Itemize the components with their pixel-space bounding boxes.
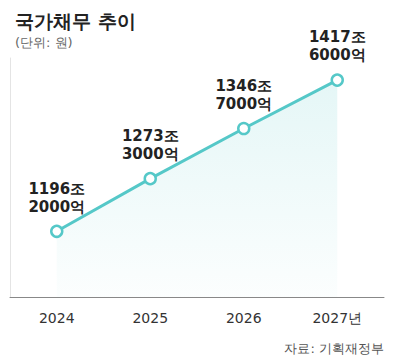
svg-text:2027년: 2027년: [312, 310, 362, 326]
svg-text:1417조: 1417조: [309, 28, 366, 46]
svg-text:국가채무 추이: 국가채무 추이: [15, 10, 136, 32]
svg-text:7000억: 7000억: [215, 95, 272, 113]
svg-text:6000억: 6000억: [309, 46, 366, 64]
svg-text:1273조: 1273조: [122, 127, 179, 145]
svg-text:3000억: 3000억: [122, 145, 179, 163]
svg-text:2026: 2026: [226, 310, 262, 326]
svg-text:1196조: 1196조: [28, 180, 85, 198]
svg-text:(단위: 원): (단위: 원): [15, 35, 73, 50]
svg-text:2000억: 2000억: [28, 198, 85, 216]
svg-text:2024: 2024: [39, 310, 75, 326]
svg-text:1346조: 1346조: [215, 77, 272, 95]
svg-text:2025: 2025: [132, 310, 168, 326]
svg-text:자료: 기획재정부: 자료: 기획재정부: [284, 341, 384, 356]
